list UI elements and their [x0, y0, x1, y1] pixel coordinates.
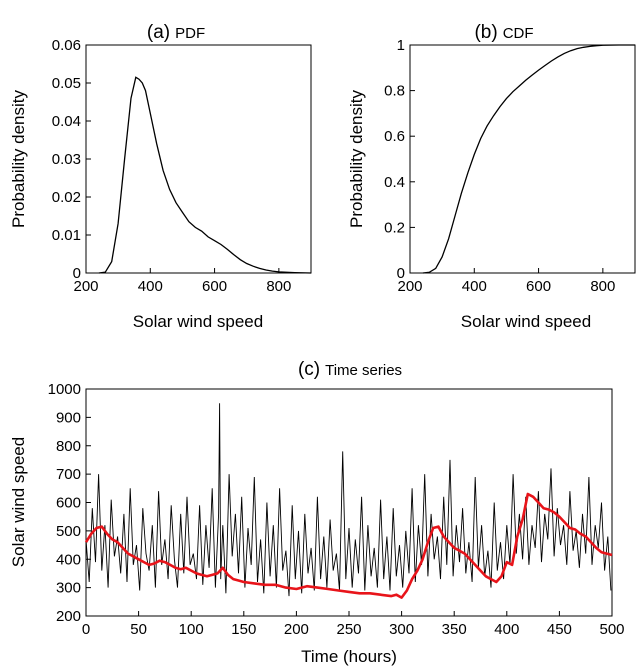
panel-a-ytick-label: 0 [73, 265, 81, 282]
panel-c-xtick-label: 0 [82, 621, 90, 638]
panel-c-xtick-label: 200 [284, 621, 309, 638]
panel-b-cdf: (b) CDF 200 400 600 800 0 0.2 0.4 0.6 0.8 1 Solar … [347, 22, 636, 331]
panel-c-letter: (c) [298, 359, 320, 380]
panel-c-time-series: (c) Time series 0 50 100 150 200 250 300 350 400 4… [9, 359, 625, 666]
panel-a-letter: (a) [147, 22, 170, 43]
panel-b-ytick-label: 0.8 [384, 83, 405, 100]
panel-c-ytick-label: 800 [56, 438, 81, 455]
panel-b-xlabel: Solar wind speed [461, 312, 591, 331]
panel-a-ytick-label: 0.03 [52, 151, 81, 168]
panel-a-ylabel: Probability density [9, 90, 28, 228]
panel-a-ytick-label: 0.06 [52, 37, 81, 54]
panel-c-ytick-label: 600 [56, 495, 81, 512]
panel-b-xtick-label: 600 [526, 278, 551, 295]
panel-b-xtick-label: 400 [462, 278, 487, 295]
panel-a-series-line [98, 76, 312, 274]
panel-a-xtick-label: 800 [266, 278, 291, 295]
panel-c-ytick-label: 500 [56, 523, 81, 540]
panel-b-ylabel: Probability density [347, 90, 366, 228]
panel-a-xtick-label: 400 [138, 278, 163, 295]
panel-c-xtick-label: 100 [179, 621, 204, 638]
panel-c-title-word: Time series [325, 362, 402, 379]
panel-c-frame [85, 388, 613, 617]
panel-a-ytick-label: 0.01 [52, 227, 81, 244]
panel-c-xtick-label: 400 [494, 621, 519, 638]
panel-b-title-word: CDF [503, 25, 534, 42]
panel-c-ytick-label: 400 [56, 551, 81, 568]
panel-c-xtick-label: 500 [599, 621, 624, 638]
panel-b-ytick-label: 0 [397, 265, 405, 282]
panel-a-xtick-label: 600 [202, 278, 227, 295]
panel-b-ytick-label: 0.4 [384, 174, 405, 191]
panel-b-letter: (b) [474, 22, 497, 43]
panel-a-xlabel: Solar wind speed [133, 312, 263, 331]
panel-c-xtick-label: 250 [336, 621, 361, 638]
panel-c-xtick-label: 300 [389, 621, 414, 638]
panel-c-xlabel: Time (hours) [301, 647, 397, 666]
panel-a-title: (a) PDF [147, 22, 205, 43]
panel-c-xtick-label: 450 [547, 621, 572, 638]
panel-b-ytick-label: 0.6 [384, 128, 405, 145]
panel-b-xtick-label: 200 [397, 278, 422, 295]
panel-b-frame [409, 44, 636, 274]
panel-a-xtick-label: 200 [73, 278, 98, 295]
panel-c-xtick-label: 50 [130, 621, 147, 638]
panel-c-ytick-label: 700 [56, 466, 81, 483]
panel-b-ytick-label: 0.2 [384, 219, 405, 236]
panel-b-ytick-label: 1 [397, 37, 405, 54]
panel-b-xtick-label: 800 [590, 278, 615, 295]
panel-a-ytick-label: 0.02 [52, 189, 81, 206]
panel-c-ytick-label: 1000 [48, 381, 81, 398]
panel-c-series-2-line [84, 492, 613, 599]
panel-c-title: (c) Time series [298, 359, 402, 380]
panel-c-xtick-label: 350 [442, 621, 467, 638]
panel-c-xtick-label: 150 [231, 621, 256, 638]
panel-c-ytick-label: 900 [56, 409, 81, 426]
panel-c-ylabel: Solar wind speed [9, 437, 28, 567]
panel-a-frame [85, 44, 312, 274]
panel-b-series-line [422, 44, 635, 274]
panel-c-ytick-label: 300 [56, 580, 81, 597]
panel-a-pdf: (a) PDF 200 400 600 800 0 0.01 0.02 0.03 0.04 0.05… [9, 22, 312, 331]
panel-b-title: (b) CDF [474, 22, 533, 43]
panel-a-title-word: PDF [175, 25, 205, 42]
panel-c-ytick-label: 200 [56, 608, 81, 625]
panel-c-series-1-line [85, 403, 612, 597]
panel-a-ytick-label: 0.04 [52, 113, 81, 130]
panel-a-ytick-label: 0.05 [52, 75, 81, 92]
